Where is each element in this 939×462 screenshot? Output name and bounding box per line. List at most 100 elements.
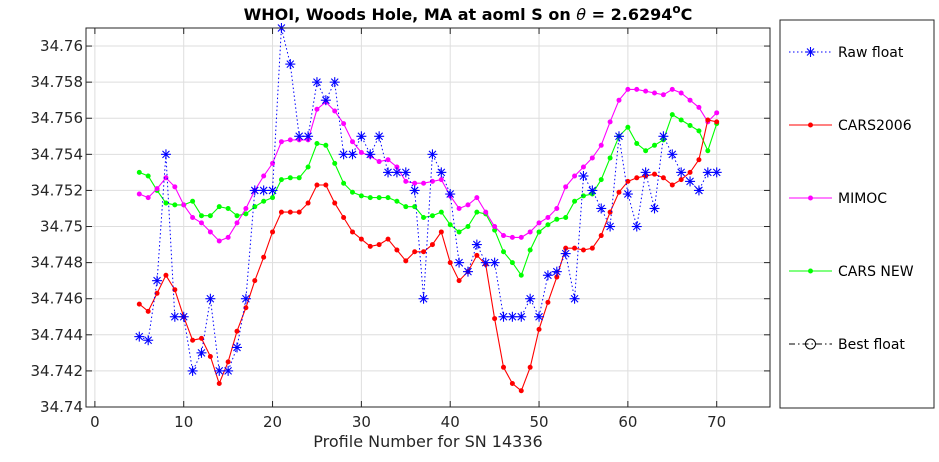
data-point-cars2006	[199, 336, 203, 340]
data-point-raw-float	[605, 222, 615, 232]
data-point-raw-float	[179, 312, 189, 322]
x-tick-label: 30	[352, 413, 371, 431]
data-point-mimoc	[404, 179, 408, 183]
data-point-cars-new	[333, 161, 337, 165]
data-point-raw-float	[507, 312, 517, 322]
data-point-raw-float	[543, 270, 553, 280]
data-point-raw-float	[578, 171, 588, 181]
data-point-raw-float	[694, 185, 704, 195]
data-point-cars-new	[271, 196, 275, 200]
data-point-mimoc	[279, 140, 283, 144]
x-tick-label: 20	[263, 413, 282, 431]
data-point-cars-new	[555, 217, 559, 221]
data-point-mimoc	[422, 181, 426, 185]
y-tick-label: 34.752	[31, 181, 84, 199]
legend-marker-cars2006	[809, 123, 813, 127]
data-point-cars2006	[413, 250, 417, 254]
data-point-mimoc	[262, 174, 266, 178]
data-point-raw-float	[712, 167, 722, 177]
data-point-raw-float	[268, 185, 278, 195]
data-point-cars-new	[466, 225, 470, 229]
legend-marker-mimoc	[809, 196, 813, 200]
data-point-raw-float	[196, 348, 206, 358]
data-point-cars2006	[271, 230, 275, 234]
y-tick-label: 34.744	[31, 326, 84, 344]
data-point-cars-new	[164, 201, 168, 205]
data-point-mimoc	[519, 235, 523, 239]
data-point-mimoc	[315, 107, 319, 111]
data-point-cars-new	[315, 142, 319, 146]
data-point-cars2006	[342, 216, 346, 220]
data-point-cars2006	[688, 170, 692, 174]
data-point-raw-float	[454, 258, 464, 268]
data-point-mimoc	[377, 160, 381, 164]
data-point-cars2006	[715, 120, 719, 124]
data-point-cars-new	[608, 156, 612, 160]
data-point-cars2006	[510, 382, 514, 386]
data-point-cars2006	[164, 273, 168, 277]
y-tick-label: 34.754	[31, 145, 84, 163]
data-point-raw-float	[641, 167, 651, 177]
data-point-mimoc	[235, 221, 239, 225]
x-tick-label: 60	[618, 413, 637, 431]
data-point-raw-float	[685, 176, 695, 186]
data-point-raw-float	[525, 294, 535, 304]
data-point-mimoc	[182, 203, 186, 207]
data-point-cars-new	[653, 143, 657, 147]
data-point-cars2006	[288, 210, 292, 214]
data-point-cars-new	[297, 176, 301, 180]
data-point-cars2006	[475, 253, 479, 257]
title-text: WHOI, Woods Hole, MA at aoml S on	[244, 5, 577, 24]
data-point-cars2006	[661, 176, 665, 180]
data-point-raw-float	[472, 240, 482, 250]
legend-label-best-float: Best float	[838, 337, 905, 353]
data-point-cars2006	[706, 118, 710, 122]
data-point-mimoc	[608, 120, 612, 124]
data-point-raw-float	[419, 294, 429, 304]
data-point-cars-new	[519, 273, 523, 277]
data-point-cars-new	[368, 196, 372, 200]
data-point-mimoc	[439, 178, 443, 182]
data-point-cars-new	[146, 174, 150, 178]
data-point-mimoc	[688, 98, 692, 102]
data-point-cars2006	[626, 179, 630, 183]
legend-label-cars2006: CARS2006	[838, 118, 912, 134]
data-point-cars2006	[404, 259, 408, 263]
data-point-cars-new	[235, 214, 239, 218]
data-point-raw-float	[499, 312, 509, 322]
data-point-mimoc	[653, 91, 657, 95]
data-point-mimoc	[475, 196, 479, 200]
y-tick-label: 34.76	[40, 37, 83, 55]
data-point-cars-new	[288, 176, 292, 180]
data-point-raw-float	[303, 131, 313, 141]
data-point-raw-float	[410, 185, 420, 195]
data-point-cars-new	[430, 214, 434, 218]
data-point-cars-new	[679, 118, 683, 122]
data-point-mimoc	[146, 196, 150, 200]
data-point-cars-new	[439, 210, 443, 214]
legend-marker-raw-float	[806, 47, 816, 57]
data-point-mimoc	[635, 87, 639, 91]
data-point-cars2006	[573, 246, 577, 250]
x-tick-label: 70	[707, 413, 726, 431]
data-point-mimoc	[217, 239, 221, 243]
data-point-cars-new	[670, 113, 674, 117]
legend-label-cars-new: CARS NEW	[838, 264, 914, 280]
data-point-raw-float	[516, 312, 526, 322]
data-point-raw-float	[667, 149, 677, 159]
data-point-cars2006	[635, 176, 639, 180]
data-point-cars-new	[546, 223, 550, 227]
data-point-mimoc	[466, 203, 470, 207]
data-point-cars2006	[253, 279, 257, 283]
data-point-cars-new	[510, 261, 514, 265]
data-point-raw-float	[392, 167, 402, 177]
data-point-mimoc	[555, 206, 559, 210]
data-point-raw-float	[481, 258, 491, 268]
data-point-mimoc	[359, 151, 363, 155]
chart-title: WHOI, Woods Hole, MA at aoml S on θ = 2.…	[244, 2, 693, 24]
data-point-cars-new	[244, 212, 248, 216]
data-point-cars-new	[475, 210, 479, 214]
data-point-cars2006	[590, 246, 594, 250]
data-point-cars2006	[315, 183, 319, 187]
data-point-cars-new	[395, 199, 399, 203]
